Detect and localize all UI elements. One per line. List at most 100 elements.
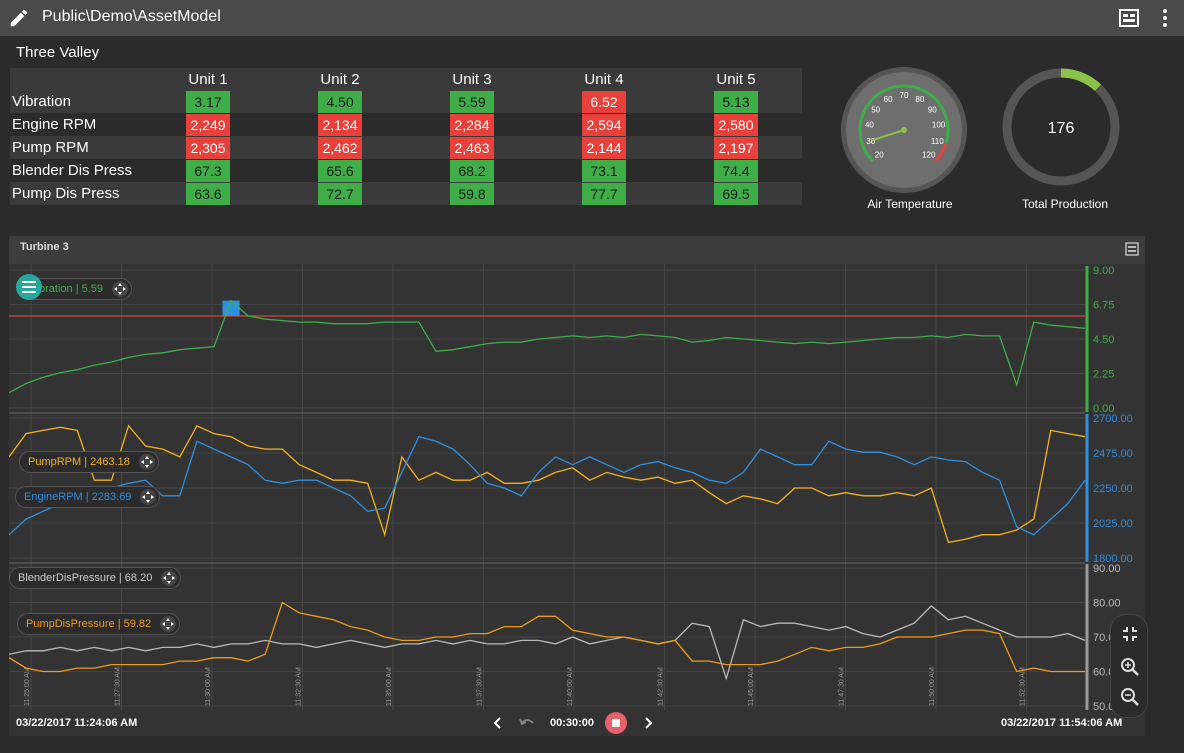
y-tick-label: 2025.00 bbox=[1093, 518, 1133, 530]
time-bar: 03/22/2017 11:24:06 AM 00:30:00 03/22/20… bbox=[9, 710, 1145, 736]
status-value: 2,144 bbox=[582, 136, 626, 159]
chevron-right-icon[interactable] bbox=[643, 717, 653, 729]
table-row: Engine RPM 2,249 2,134 2,284 2,594 2,580 bbox=[10, 113, 802, 136]
series-line-orange[interactable] bbox=[9, 601, 1085, 673]
donut-value: 176 bbox=[1048, 120, 1075, 137]
table-cell: 2,463 bbox=[406, 136, 538, 159]
menu-fab[interactable] bbox=[16, 274, 42, 300]
gauge-tick: 60 bbox=[884, 95, 893, 104]
gauge-tick: 30 bbox=[866, 137, 875, 146]
gauge-label: Air Temperature bbox=[867, 197, 953, 211]
x-tick-label: 11:47:30 AM bbox=[839, 667, 846, 706]
move-icon[interactable] bbox=[138, 453, 156, 471]
status-value: 5.59 bbox=[450, 90, 494, 113]
table-cell: 59.8 bbox=[406, 182, 538, 205]
table-cell: 2,144 bbox=[538, 136, 670, 159]
row-label: Pump Dis Press bbox=[10, 182, 142, 205]
donut-label: Total Production bbox=[1021, 197, 1109, 211]
total-production-donut: 176 bbox=[1002, 68, 1120, 186]
status-value: 2,594 bbox=[582, 113, 626, 136]
pump-dis-legend[interactable]: PumpDisPressure | 59.82 bbox=[17, 613, 181, 635]
table-cell: 72.7 bbox=[274, 182, 406, 205]
trend-chart[interactable]: 11:25:00 AM 11:27:30 AM 11:30:00 AM 11:32:3… bbox=[9, 264, 1145, 712]
gauge-tick: 120 bbox=[922, 151, 936, 160]
status-value: 69.5 bbox=[714, 182, 758, 205]
x-tick-label: 11:50:00 AM bbox=[929, 667, 936, 706]
legend-text: EngineRPM | 2283.69 bbox=[24, 491, 132, 503]
gauge-tick: 50 bbox=[871, 105, 880, 114]
top-bar: Public\Demo\AssetModel bbox=[0, 0, 1184, 36]
x-tick-label: 11:42:30 AM bbox=[658, 667, 665, 706]
units-table: Unit 1 Unit 2 Unit 3 Unit 4 Unit 5 Vibra… bbox=[10, 68, 802, 205]
column-header: Unit 3 bbox=[406, 68, 538, 90]
dashboard-icon[interactable] bbox=[1119, 9, 1139, 27]
status-value: 74.4 bbox=[714, 159, 758, 182]
blender-legend[interactable]: BlenderDisPressure | 68.20 bbox=[9, 567, 182, 589]
status-value: 65.6 bbox=[318, 159, 362, 182]
table-cell: 2,197 bbox=[670, 136, 802, 159]
table-row: Pump Dis Press 63.6 72.7 59.8 77.7 69.5 bbox=[10, 182, 802, 205]
status-value: 77.7 bbox=[582, 182, 626, 205]
status-value: 3.17 bbox=[186, 90, 230, 113]
panel-menu-icon[interactable] bbox=[1125, 242, 1139, 256]
vibration-legend[interactable]: bration | 5.59 bbox=[22, 278, 133, 300]
table-cell: 2,580 bbox=[670, 113, 802, 136]
table-cell: 63.6 bbox=[142, 182, 274, 205]
legend-text: PumpDisPressure | 59.82 bbox=[26, 618, 152, 630]
y-tick-label: 2.25 bbox=[1093, 369, 1114, 381]
chevron-left-icon[interactable] bbox=[493, 717, 503, 729]
status-value: 2,305 bbox=[186, 136, 230, 159]
engine-rpm-legend[interactable]: EngineRPM | 2283.69 bbox=[15, 486, 161, 508]
gauge-tick: 90 bbox=[928, 105, 937, 114]
move-icon[interactable] bbox=[139, 488, 157, 506]
stop-icon[interactable] bbox=[605, 712, 627, 734]
status-value: 2,249 bbox=[186, 113, 230, 136]
y-tick-label: 6.75 bbox=[1093, 300, 1114, 312]
column-header: Unit 2 bbox=[274, 68, 406, 90]
legend-text: PumpRPM | 2463.18 bbox=[28, 456, 130, 468]
duration[interactable]: 00:30:00 bbox=[550, 717, 595, 729]
x-tick-label: 11:27:30 AM bbox=[115, 667, 122, 706]
gauge-band bbox=[858, 84, 950, 163]
table-cell: 3.17 bbox=[142, 90, 274, 113]
gauge-tick: 110 bbox=[931, 137, 944, 146]
series-line-blue[interactable] bbox=[9, 435, 1086, 536]
zoom-out-icon[interactable] bbox=[1120, 687, 1140, 707]
gauge-tick: 70 bbox=[900, 91, 909, 100]
table-cell: 2,594 bbox=[538, 113, 670, 136]
column-header: Unit 4 bbox=[538, 68, 670, 90]
table-cell: 77.7 bbox=[538, 182, 670, 205]
series-line-gray[interactable] bbox=[9, 605, 1086, 681]
move-icon[interactable] bbox=[111, 280, 129, 298]
y-tick-label: 90.00 bbox=[1093, 563, 1121, 575]
move-icon[interactable] bbox=[159, 615, 177, 633]
y-tick-label: 2250.00 bbox=[1093, 483, 1133, 495]
table-cell: 67.3 bbox=[142, 159, 274, 182]
pencil-icon[interactable] bbox=[8, 7, 30, 29]
turbine-panel: Turbine 3 11:25:00 AM 11:27:30 AM 11:30:00… bbox=[9, 236, 1145, 736]
more-vert-icon[interactable] bbox=[1158, 8, 1172, 28]
table-cell: 5.59 bbox=[406, 90, 538, 113]
table-cell: 2,305 bbox=[142, 136, 274, 159]
series-line-green[interactable] bbox=[9, 299, 1086, 394]
undo-icon[interactable] bbox=[519, 716, 535, 730]
table-corner bbox=[10, 68, 142, 90]
row-label: Vibration bbox=[10, 90, 142, 113]
collapse-icon[interactable] bbox=[1121, 625, 1139, 643]
gauge-hub bbox=[901, 127, 907, 133]
table-cell: 69.5 bbox=[670, 182, 802, 205]
status-value: 2,463 bbox=[450, 136, 494, 159]
table-cell: 2,462 bbox=[274, 136, 406, 159]
gauge-tick: 100 bbox=[932, 121, 946, 130]
move-icon[interactable] bbox=[160, 569, 178, 587]
series-line-yellow[interactable] bbox=[9, 424, 1086, 544]
row-label: Pump RPM bbox=[10, 136, 142, 159]
hamburger-icon bbox=[22, 281, 36, 293]
pump-rpm-legend[interactable]: PumpRPM | 2463.18 bbox=[19, 451, 159, 473]
row-label: Blender Dis Press bbox=[10, 159, 142, 182]
zoom-in-icon[interactable] bbox=[1120, 657, 1140, 677]
table-cell: 68.2 bbox=[406, 159, 538, 182]
status-value: 5.13 bbox=[714, 90, 758, 113]
table-cell: 2,284 bbox=[406, 113, 538, 136]
row-label: Engine RPM bbox=[10, 113, 142, 136]
